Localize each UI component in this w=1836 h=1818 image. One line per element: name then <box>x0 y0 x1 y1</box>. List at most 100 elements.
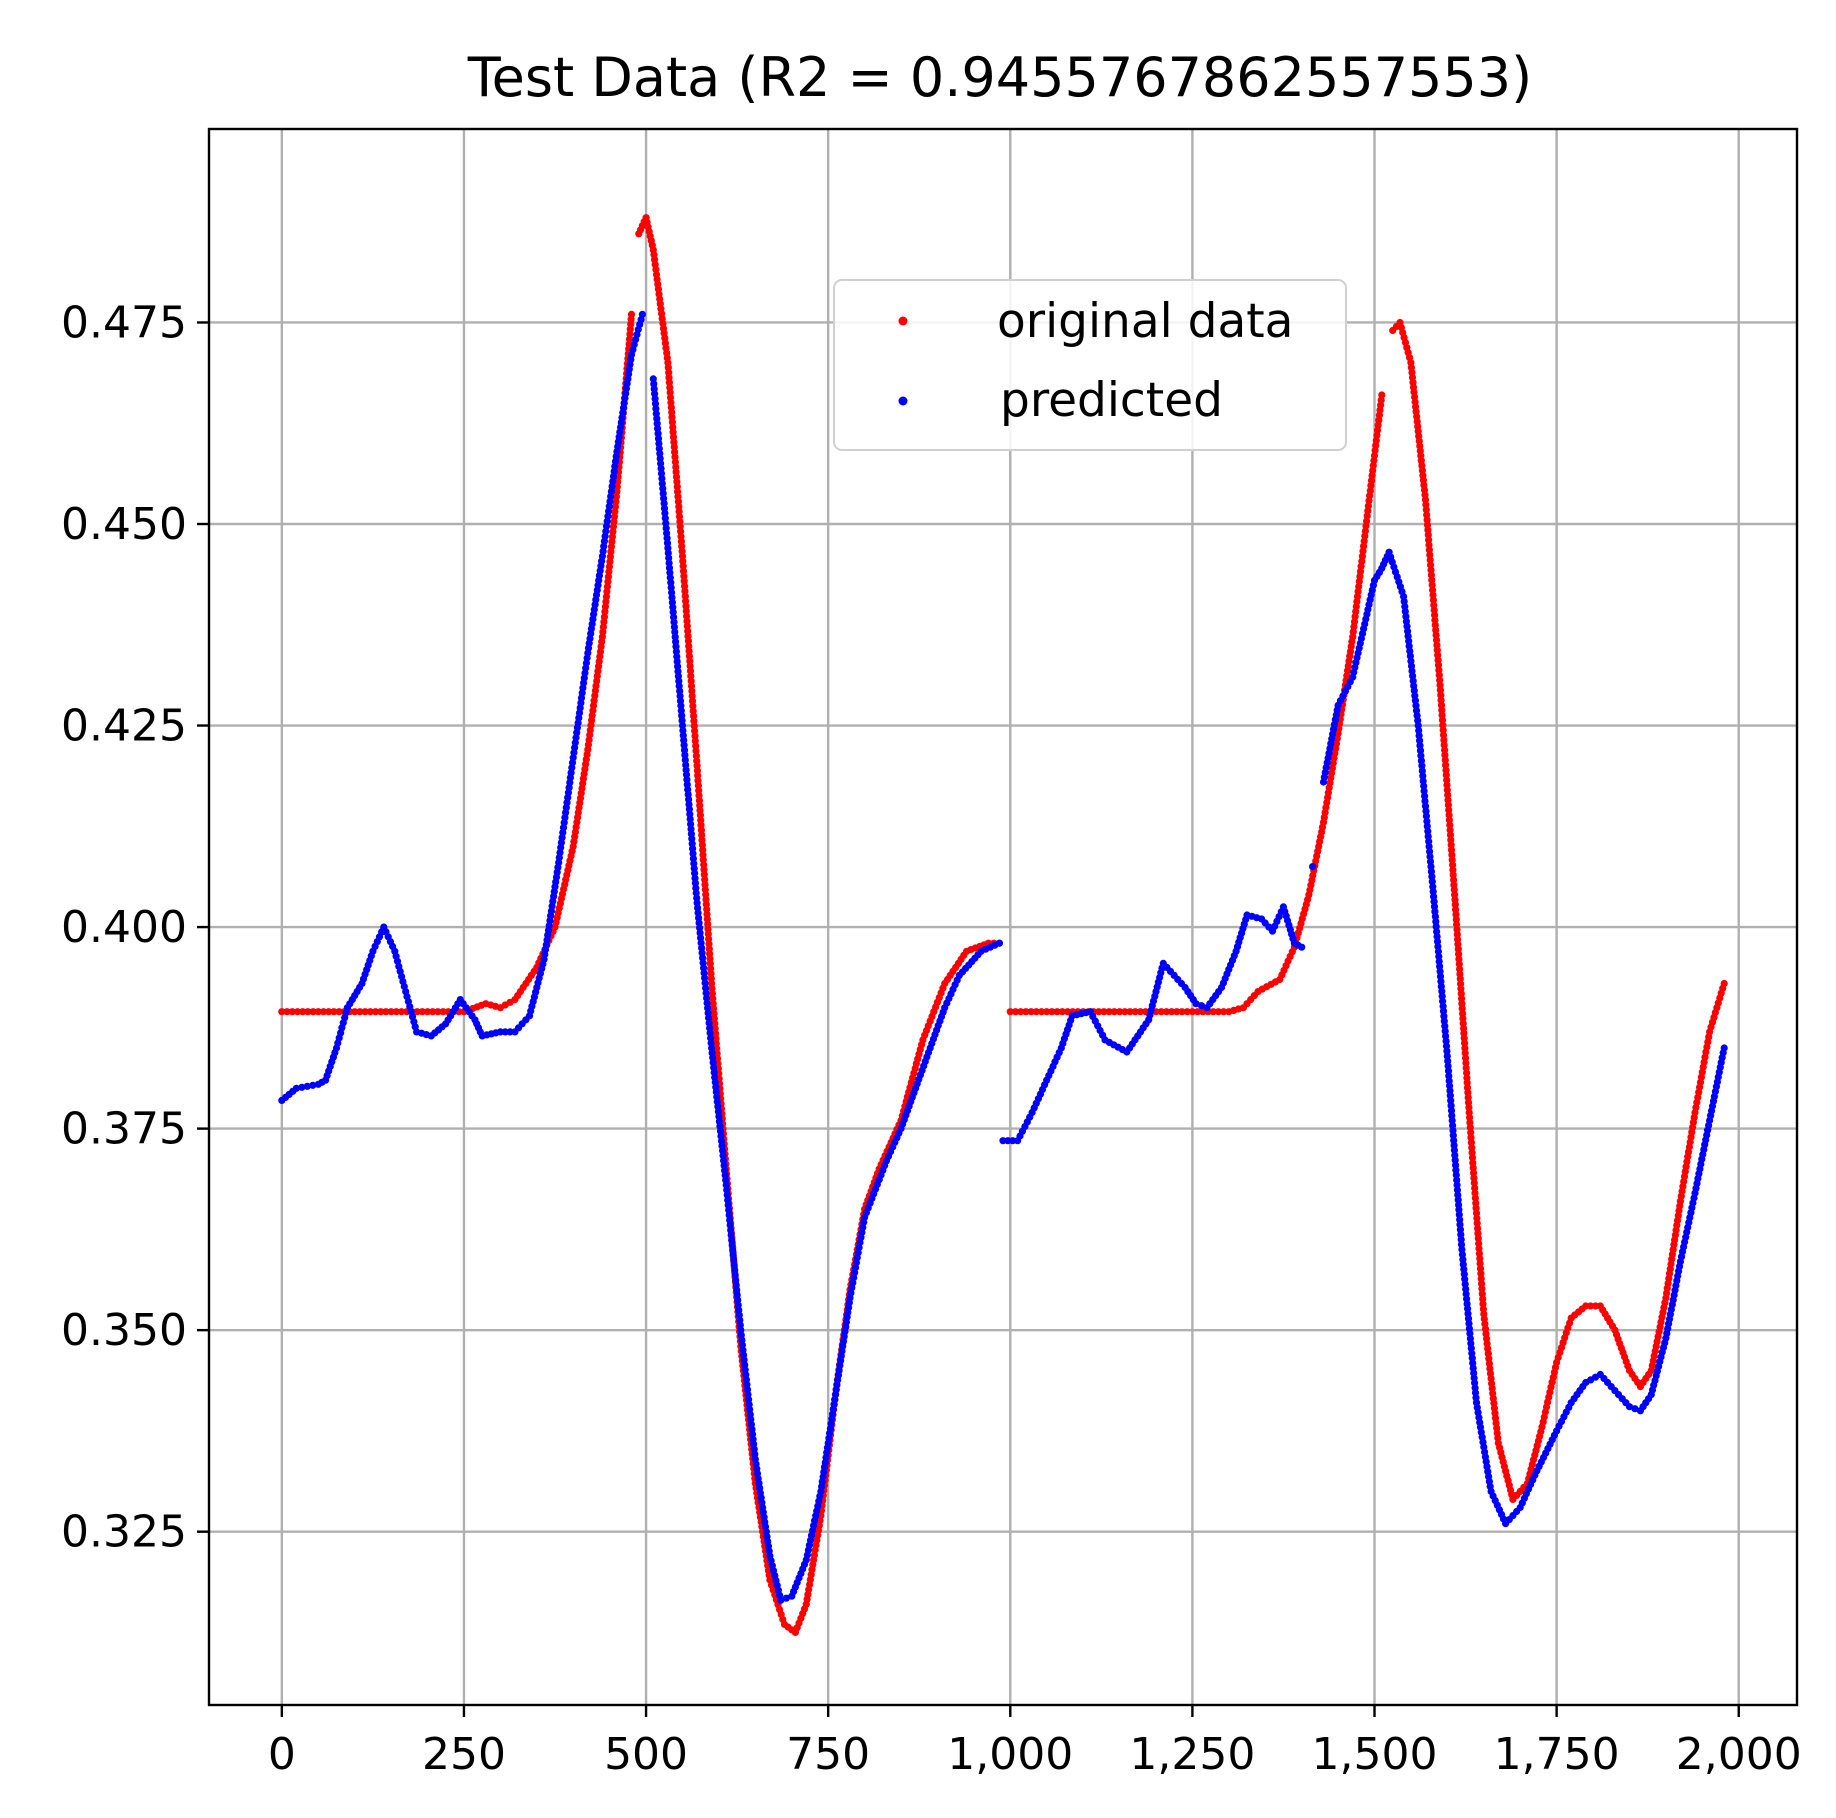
data-point <box>1470 1169 1478 1177</box>
x-tick-label: 1,750 <box>1494 1729 1620 1780</box>
data-point <box>413 1008 421 1016</box>
data-point <box>325 1008 333 1016</box>
x-axis: 0 250 500 750 1,000 1,250 1,500 1,750 2,000 <box>268 1705 1802 1780</box>
data-point <box>1309 863 1317 871</box>
data-point <box>1058 1008 1066 1016</box>
data-point <box>1116 1008 1124 1016</box>
data-point <box>627 310 636 318</box>
x-tick-label: 750 <box>786 1729 870 1780</box>
data-point <box>1011 1008 1020 1016</box>
data-point <box>1168 1008 1176 1016</box>
data-point <box>309 1008 317 1016</box>
data-point <box>278 1008 286 1016</box>
y-tick-label: 0.400 <box>61 902 187 953</box>
data-point <box>1006 1008 1014 1016</box>
legend-marker-predicted <box>898 396 908 406</box>
data-point <box>1467 1129 1475 1137</box>
data-point <box>418 1008 426 1016</box>
x-tick-label: 250 <box>422 1729 506 1780</box>
data-point <box>319 1008 328 1016</box>
x-tick-label: 1,000 <box>947 1729 1073 1780</box>
data-point <box>1173 1008 1181 1016</box>
data-point <box>1197 1002 1206 1010</box>
data-point <box>1037 1008 1046 1016</box>
data-point <box>392 1008 400 1016</box>
data-point <box>1110 1008 1118 1016</box>
x-tick-label: 1,500 <box>1312 1729 1438 1780</box>
data-point <box>1121 1008 1129 1016</box>
data-point <box>1477 1270 1485 1278</box>
data-point <box>1720 979 1728 988</box>
data-point <box>1631 1405 1639 1413</box>
y-tick-label: 0.425 <box>61 701 187 752</box>
data-point <box>335 1008 343 1016</box>
data-point <box>293 1008 302 1016</box>
chart-title: Test Data (R2 = 0.9455767862557553) <box>467 46 1532 109</box>
data-point <box>1100 1008 1108 1016</box>
y-tick-label: 0.325 <box>61 1507 187 1558</box>
data-point <box>1022 1008 1030 1016</box>
data-point <box>288 1008 296 1016</box>
y-tick-label: 0.450 <box>61 499 187 550</box>
data-point <box>304 1008 312 1016</box>
data-point <box>314 1008 322 1016</box>
legend-label-original-data: original data <box>997 294 1293 349</box>
data-point <box>283 1008 291 1016</box>
data-point <box>1017 1008 1025 1016</box>
data-point <box>377 1008 385 1016</box>
data-point <box>1157 1008 1165 1016</box>
data-point <box>782 1594 790 1602</box>
data-point <box>1105 1008 1113 1016</box>
data-point <box>1625 1403 1634 1411</box>
data-point <box>1162 1008 1170 1016</box>
data-point <box>429 1008 437 1016</box>
data-point <box>356 1008 364 1016</box>
data-point <box>299 1008 307 1016</box>
data-point <box>1095 1008 1103 1016</box>
data-point <box>1131 1008 1139 1016</box>
data-point <box>1298 943 1306 951</box>
data-point <box>1043 1008 1051 1016</box>
data-point <box>423 1008 432 1016</box>
data-point <box>292 1084 300 1092</box>
data-point <box>1188 1008 1196 1016</box>
legend-box <box>833 279 1347 451</box>
data-point <box>371 1008 380 1016</box>
data-point <box>303 1082 311 1090</box>
data-point <box>1220 1008 1228 1016</box>
data-point <box>1178 1008 1186 1016</box>
data-point <box>298 1083 306 1091</box>
data-point <box>995 939 1004 947</box>
data-point <box>638 310 647 318</box>
data-point <box>1053 1008 1061 1016</box>
series-layer <box>278 214 1728 1636</box>
y-tick-label: 0.475 <box>61 297 187 348</box>
data-point <box>1048 1008 1056 1016</box>
plot-frame <box>207 127 1799 1707</box>
x-tick-label: 500 <box>604 1729 688 1780</box>
x-tick-label: 2,000 <box>1676 1729 1802 1780</box>
data-point <box>777 1596 785 1604</box>
data-point <box>439 1008 447 1016</box>
y-tick-label: 0.375 <box>61 1104 187 1155</box>
y-tick-label: 0.350 <box>61 1305 187 1356</box>
x-tick-label: 0 <box>268 1729 296 1780</box>
data-point <box>309 1081 317 1089</box>
data-point <box>397 1008 406 1016</box>
data-point <box>1063 1008 1072 1016</box>
data-point <box>366 1008 374 1016</box>
data-point <box>330 1008 338 1016</box>
data-point <box>1027 1008 1035 1016</box>
legend: original data predicted <box>833 279 1347 451</box>
data-point <box>1209 1008 1217 1016</box>
legend-marker-original-data <box>898 316 908 326</box>
y-axis: 0.325 0.350 0.375 0.400 0.425 0.450 0.475 <box>61 297 209 1558</box>
data-point <box>1720 1044 1728 1052</box>
data-point <box>1468 1154 1477 1162</box>
data-point <box>1032 1008 1040 1016</box>
data-point <box>1192 1000 1200 1008</box>
data-point <box>1214 1008 1222 1016</box>
data-point <box>361 1008 369 1016</box>
data-point <box>1136 1008 1144 1016</box>
